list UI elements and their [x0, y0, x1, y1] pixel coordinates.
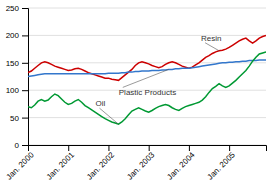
y-tick-label: 0: [15, 141, 20, 150]
y-axis-line: [22, 9, 29, 146]
annotation-leader: [100, 108, 119, 124]
y-tick-label: 50: [10, 114, 19, 123]
y-tick-mark: [22, 35, 28, 36]
grid: [28, 8, 266, 145]
x-axis: Jan. 2000Jan. 2001Jan. 2002Jan. 2003Jan.…: [5, 145, 267, 182]
y-tick-label: 100: [6, 86, 20, 95]
x-tick-label: Jan. 2003: [125, 150, 157, 182]
y-tick: 200: [6, 31, 28, 40]
y-tick-mark: [22, 118, 28, 119]
annotation: Resin: [201, 34, 221, 43]
x-tick-label: Jan. 2001: [45, 150, 77, 182]
grid-line: [28, 8, 266, 9]
chart: 050100150200250Jan. 2000Jan. 2001Jan. 20…: [0, 0, 276, 183]
annotation: Plastic Products: [119, 88, 176, 97]
x-axis-line: [29, 146, 267, 152]
series-line: [28, 35, 266, 80]
annotations: Resin Plastic Products Oil: [96, 34, 222, 124]
y-tick: 150: [6, 59, 28, 68]
y-tick-mark: [22, 8, 28, 9]
y-axis: 0 50 100 150 200 250: [6, 4, 29, 150]
series-line: [28, 60, 266, 76]
x-tick-label: Jan. 2002: [85, 150, 117, 182]
y-tick: 50: [10, 114, 28, 123]
x-tick: Jan. 2002: [85, 145, 117, 182]
y-tick-mark: [22, 63, 28, 64]
y-tick-label: 150: [6, 59, 20, 68]
x-tick: Jan. 2005: [206, 145, 238, 182]
annotation-leader: [205, 43, 219, 51]
y-tick-label: 200: [6, 31, 20, 40]
x-tick: Jan. 2004: [165, 145, 197, 182]
y-tick: 0: [15, 141, 28, 150]
y-tick-mark: [22, 90, 28, 91]
series-line: [28, 52, 266, 124]
x-tick-label: Jan. 2004: [165, 150, 197, 182]
x-tick: Jan. 2003: [125, 145, 157, 182]
annotation: Oil: [96, 99, 106, 108]
lines: [28, 35, 266, 124]
plot: 050100150200250Jan. 2000Jan. 2001Jan. 20…: [5, 4, 267, 182]
x-tick-label: Jan. 2005: [206, 150, 238, 182]
y-tick: 100: [6, 86, 28, 95]
x-tick-label: Jan. 2000: [5, 150, 37, 182]
x-tick: Jan. 2001: [45, 145, 77, 182]
annotation-leader: [123, 69, 169, 87]
grid-line: [28, 117, 266, 118]
y-tick-label: 250: [6, 4, 20, 13]
grid-line: [28, 35, 266, 36]
y-tick-mark: [22, 145, 28, 146]
x-tick: Jan. 2000: [5, 145, 37, 182]
y-tick: 250: [6, 4, 28, 13]
